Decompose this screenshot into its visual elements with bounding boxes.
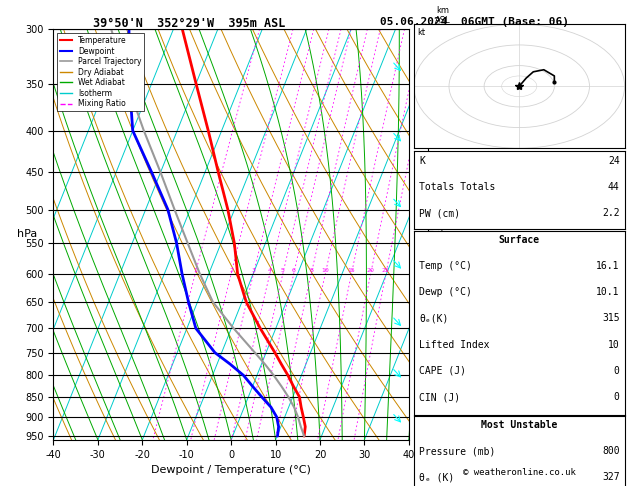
Text: θₑ (K): θₑ (K): [419, 472, 454, 483]
Text: CIN (J): CIN (J): [419, 392, 460, 402]
Text: 0: 0: [614, 366, 620, 376]
Text: 24: 24: [608, 156, 620, 166]
Text: 800: 800: [602, 446, 620, 456]
Text: 4: 4: [268, 268, 272, 273]
Text: Dewp (°C): Dewp (°C): [419, 287, 472, 297]
Text: 5: 5: [281, 268, 285, 273]
Text: Pressure (mb): Pressure (mb): [419, 446, 495, 456]
Legend: Temperature, Dewpoint, Parcel Trajectory, Dry Adiabat, Wet Adiabat, Isotherm, Mi: Temperature, Dewpoint, Parcel Trajectory…: [57, 33, 145, 111]
Text: K: K: [419, 156, 425, 166]
Text: hPa: hPa: [17, 229, 37, 240]
Text: Most Unstable: Most Unstable: [481, 420, 557, 430]
Text: 315: 315: [602, 313, 620, 324]
Text: 8: 8: [309, 268, 313, 273]
Text: 39°50'N  352°29'W  395m ASL: 39°50'N 352°29'W 395m ASL: [92, 17, 285, 30]
Text: 20: 20: [367, 268, 374, 273]
Text: 10: 10: [321, 268, 329, 273]
Text: 327: 327: [602, 472, 620, 483]
Text: 3: 3: [252, 268, 255, 273]
Text: 25: 25: [382, 268, 390, 273]
Text: 16.1: 16.1: [596, 261, 620, 271]
Text: θₑ(K): θₑ(K): [419, 313, 448, 324]
Text: 10.1: 10.1: [596, 287, 620, 297]
Text: CAPE (J): CAPE (J): [419, 366, 466, 376]
Text: 0: 0: [614, 392, 620, 402]
Text: Totals Totals: Totals Totals: [419, 182, 495, 192]
Text: kt: kt: [418, 28, 426, 36]
Text: 15: 15: [348, 268, 355, 273]
Text: Temp (°C): Temp (°C): [419, 261, 472, 271]
Text: Surface: Surface: [499, 235, 540, 245]
Text: 05.06.2024  06GMT (Base: 06): 05.06.2024 06GMT (Base: 06): [381, 17, 569, 27]
Text: km
ASL: km ASL: [435, 6, 450, 25]
Text: 6: 6: [292, 268, 296, 273]
Text: 2.2: 2.2: [602, 208, 620, 218]
Text: PW (cm): PW (cm): [419, 208, 460, 218]
Text: © weatheronline.co.uk: © weatheronline.co.uk: [463, 468, 576, 477]
Text: 2: 2: [229, 268, 233, 273]
Text: 10: 10: [608, 340, 620, 350]
Text: Lifted Index: Lifted Index: [419, 340, 489, 350]
Text: LCL: LCL: [416, 418, 430, 427]
X-axis label: Dewpoint / Temperature (°C): Dewpoint / Temperature (°C): [151, 465, 311, 475]
Text: 1: 1: [193, 268, 197, 273]
Text: 44: 44: [608, 182, 620, 192]
